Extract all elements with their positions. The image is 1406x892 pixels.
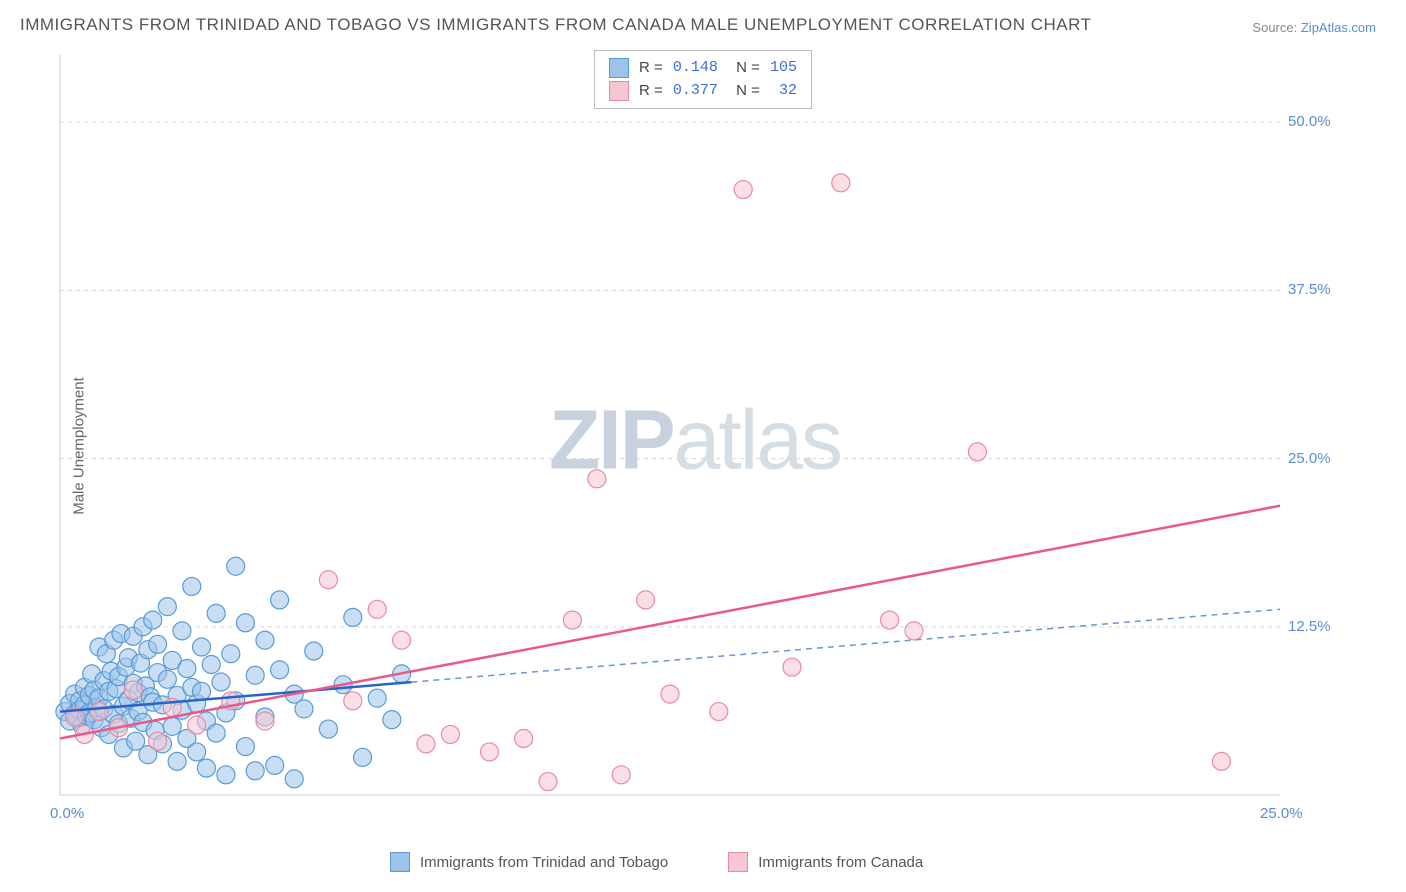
r-label-1: R = xyxy=(639,57,663,80)
source-attribution: Source: ZipAtlas.com xyxy=(1252,20,1376,35)
chart-plot-area: ZIPatlas xyxy=(50,45,1340,835)
stats-row-1: R = 0.148 N = 105 xyxy=(609,57,797,80)
legend-label-2: Immigrants from Canada xyxy=(758,854,923,871)
chart-title: IMMIGRANTS FROM TRINIDAD AND TOBAGO VS I… xyxy=(20,15,1091,35)
swatch-series-1 xyxy=(609,58,629,78)
r-value-1: 0.148 xyxy=(673,57,718,80)
n-label-2: N = xyxy=(728,80,760,103)
x-tick-1: 25.0% xyxy=(1260,805,1303,822)
source-value: ZipAtlas.com xyxy=(1301,20,1376,35)
r-label-2: R = xyxy=(639,80,663,103)
legend-swatch-1 xyxy=(390,852,410,872)
legend-swatch-2 xyxy=(728,852,748,872)
n-value-2: 32 xyxy=(770,80,797,103)
legend: Immigrants from Trinidad and Tobago Immi… xyxy=(390,852,923,872)
legend-item-2: Immigrants from Canada xyxy=(728,852,923,872)
n-label-1: N = xyxy=(728,57,760,80)
y-tick-2: 37.5% xyxy=(1288,281,1331,298)
x-tick-0: 0.0% xyxy=(50,805,84,822)
scatter-svg xyxy=(50,45,1340,835)
correlation-stats-box: R = 0.148 N = 105 R = 0.377 N = 32 xyxy=(594,50,812,109)
y-tick-0: 12.5% xyxy=(1288,618,1331,635)
r-value-2: 0.377 xyxy=(673,80,718,103)
source-label: Source: xyxy=(1252,20,1297,35)
legend-label-1: Immigrants from Trinidad and Tobago xyxy=(420,854,668,871)
n-value-1: 105 xyxy=(770,57,797,80)
stats-row-2: R = 0.377 N = 32 xyxy=(609,80,797,103)
swatch-series-2 xyxy=(609,81,629,101)
y-tick-3: 50.0% xyxy=(1288,113,1331,130)
legend-item-1: Immigrants from Trinidad and Tobago xyxy=(390,852,668,872)
y-tick-1: 25.0% xyxy=(1288,450,1331,467)
